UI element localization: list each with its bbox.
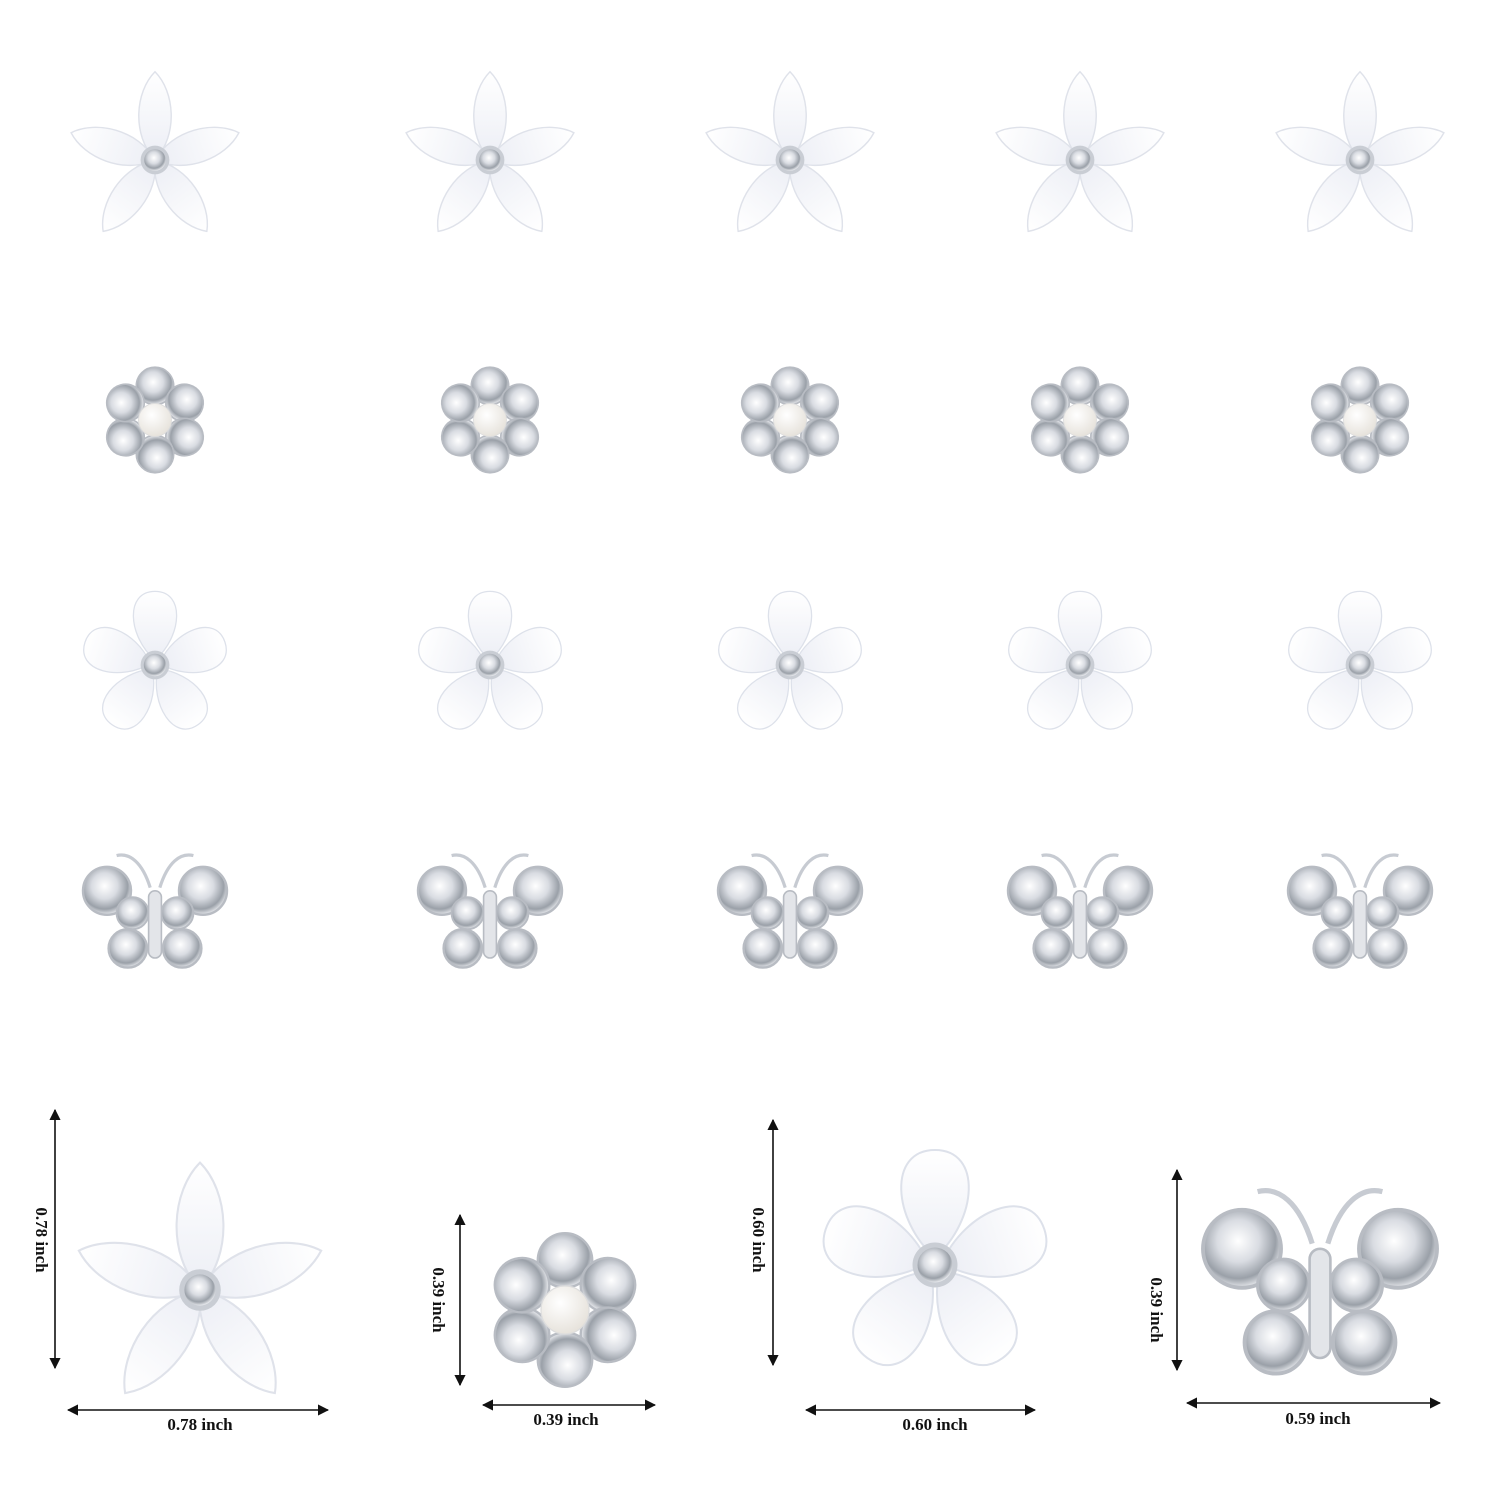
- width-label: 0.39 inch: [533, 1410, 599, 1429]
- flower-crystal: [1025, 367, 1135, 473]
- flower-pointed: [401, 72, 579, 241]
- flower-pointed: [701, 72, 879, 241]
- height-label: 0.39 inch: [1147, 1277, 1166, 1343]
- flower-crystal: [100, 367, 210, 473]
- butterfly: [81, 853, 229, 970]
- butterfly: [1006, 853, 1154, 970]
- flower-round: [413, 591, 566, 737]
- butterfly: [716, 853, 864, 970]
- flower-crystal: [1305, 367, 1415, 473]
- product-grid: [66, 72, 1449, 970]
- width-label: 0.60 inch: [902, 1415, 968, 1434]
- large-flower-pointed: [72, 1163, 329, 1407]
- large-flower-crystal: [485, 1233, 645, 1387]
- flower-pointed: [991, 72, 1169, 241]
- butterfly: [416, 853, 564, 970]
- flower-round: [1003, 591, 1156, 737]
- height-label: 0.39 inch: [429, 1267, 448, 1333]
- flower-round: [713, 591, 866, 737]
- width-label: 0.78 inch: [167, 1415, 233, 1434]
- flower-pointed: [1271, 72, 1449, 241]
- flower-round: [1283, 591, 1436, 737]
- flower-crystal: [435, 367, 545, 473]
- flower-crystal: [735, 367, 845, 473]
- large-flower-round: [815, 1150, 1055, 1378]
- butterfly: [1286, 853, 1434, 970]
- large-butterfly: [1203, 1191, 1437, 1374]
- height-label: 0.78 inch: [32, 1207, 51, 1273]
- flower-round: [78, 591, 231, 737]
- height-label: 0.60 inch: [749, 1207, 768, 1273]
- flower-pointed: [66, 72, 244, 241]
- width-label: 0.59 inch: [1285, 1409, 1351, 1428]
